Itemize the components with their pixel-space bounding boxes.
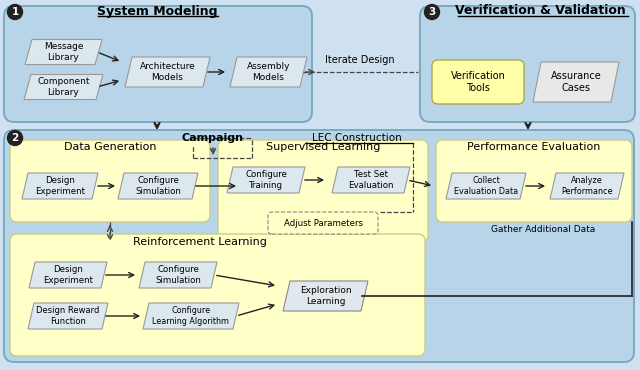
Text: Assurance
Cases: Assurance Cases — [550, 71, 602, 93]
Polygon shape — [332, 167, 410, 193]
Polygon shape — [22, 173, 98, 199]
Text: Design Reward
Function: Design Reward Function — [36, 306, 100, 326]
Text: Component
Library: Component Library — [37, 77, 90, 97]
FancyBboxPatch shape — [420, 6, 635, 122]
FancyBboxPatch shape — [218, 140, 428, 242]
Text: Collect
Evaluation Data: Collect Evaluation Data — [454, 176, 518, 196]
Text: 1: 1 — [12, 7, 19, 17]
FancyBboxPatch shape — [432, 60, 524, 104]
Text: Configure
Simulation: Configure Simulation — [155, 265, 201, 285]
FancyBboxPatch shape — [436, 140, 632, 222]
Text: Data Generation: Data Generation — [64, 142, 156, 152]
Text: Performance Evaluation: Performance Evaluation — [467, 142, 601, 152]
Text: Design
Experiment: Design Experiment — [35, 176, 85, 196]
Text: Test Set
Evaluation: Test Set Evaluation — [348, 170, 394, 190]
FancyBboxPatch shape — [268, 212, 378, 234]
Text: Adjust Parameters: Adjust Parameters — [284, 219, 362, 228]
Circle shape — [8, 131, 22, 145]
Polygon shape — [446, 173, 526, 199]
Text: 2: 2 — [12, 133, 19, 143]
Circle shape — [424, 4, 440, 20]
Polygon shape — [25, 40, 102, 64]
Text: Architecture
Models: Architecture Models — [140, 62, 195, 82]
Text: Exploration
Learning: Exploration Learning — [300, 286, 351, 306]
Text: 3: 3 — [428, 7, 436, 17]
Text: Message
Library: Message Library — [44, 42, 83, 62]
Text: Configure
Simulation: Configure Simulation — [135, 176, 181, 196]
Text: Verification
Tools: Verification Tools — [451, 71, 506, 93]
FancyBboxPatch shape — [10, 234, 425, 356]
FancyBboxPatch shape — [10, 140, 210, 222]
Polygon shape — [283, 281, 368, 311]
Polygon shape — [533, 62, 619, 102]
Text: Configure
Training: Configure Training — [245, 170, 287, 190]
Text: System Modeling: System Modeling — [97, 4, 217, 17]
Text: Configure
Learning Algorithm: Configure Learning Algorithm — [152, 306, 230, 326]
Polygon shape — [125, 57, 210, 87]
Polygon shape — [118, 173, 198, 199]
Text: LEC Construction: LEC Construction — [312, 133, 402, 143]
Text: Gather Additional Data: Gather Additional Data — [491, 225, 595, 233]
Text: Reinforcement Learning: Reinforcement Learning — [133, 237, 267, 247]
Text: Verification & Validation: Verification & Validation — [454, 4, 625, 17]
Polygon shape — [139, 262, 217, 288]
Polygon shape — [143, 303, 239, 329]
Text: Supervised Learning: Supervised Learning — [266, 142, 380, 152]
Polygon shape — [28, 303, 108, 329]
Text: Assembly
Models: Assembly Models — [247, 62, 291, 82]
Text: Design
Experiment: Design Experiment — [43, 265, 93, 285]
Text: Analyze
Performance: Analyze Performance — [561, 176, 612, 196]
Polygon shape — [550, 173, 624, 199]
Polygon shape — [29, 262, 107, 288]
Polygon shape — [230, 57, 307, 87]
Text: Iterate Design: Iterate Design — [325, 55, 395, 65]
Circle shape — [8, 4, 22, 20]
FancyBboxPatch shape — [4, 6, 312, 122]
Polygon shape — [24, 74, 103, 100]
Text: Campaign: Campaign — [182, 133, 244, 143]
FancyBboxPatch shape — [4, 130, 634, 362]
Polygon shape — [227, 167, 305, 193]
